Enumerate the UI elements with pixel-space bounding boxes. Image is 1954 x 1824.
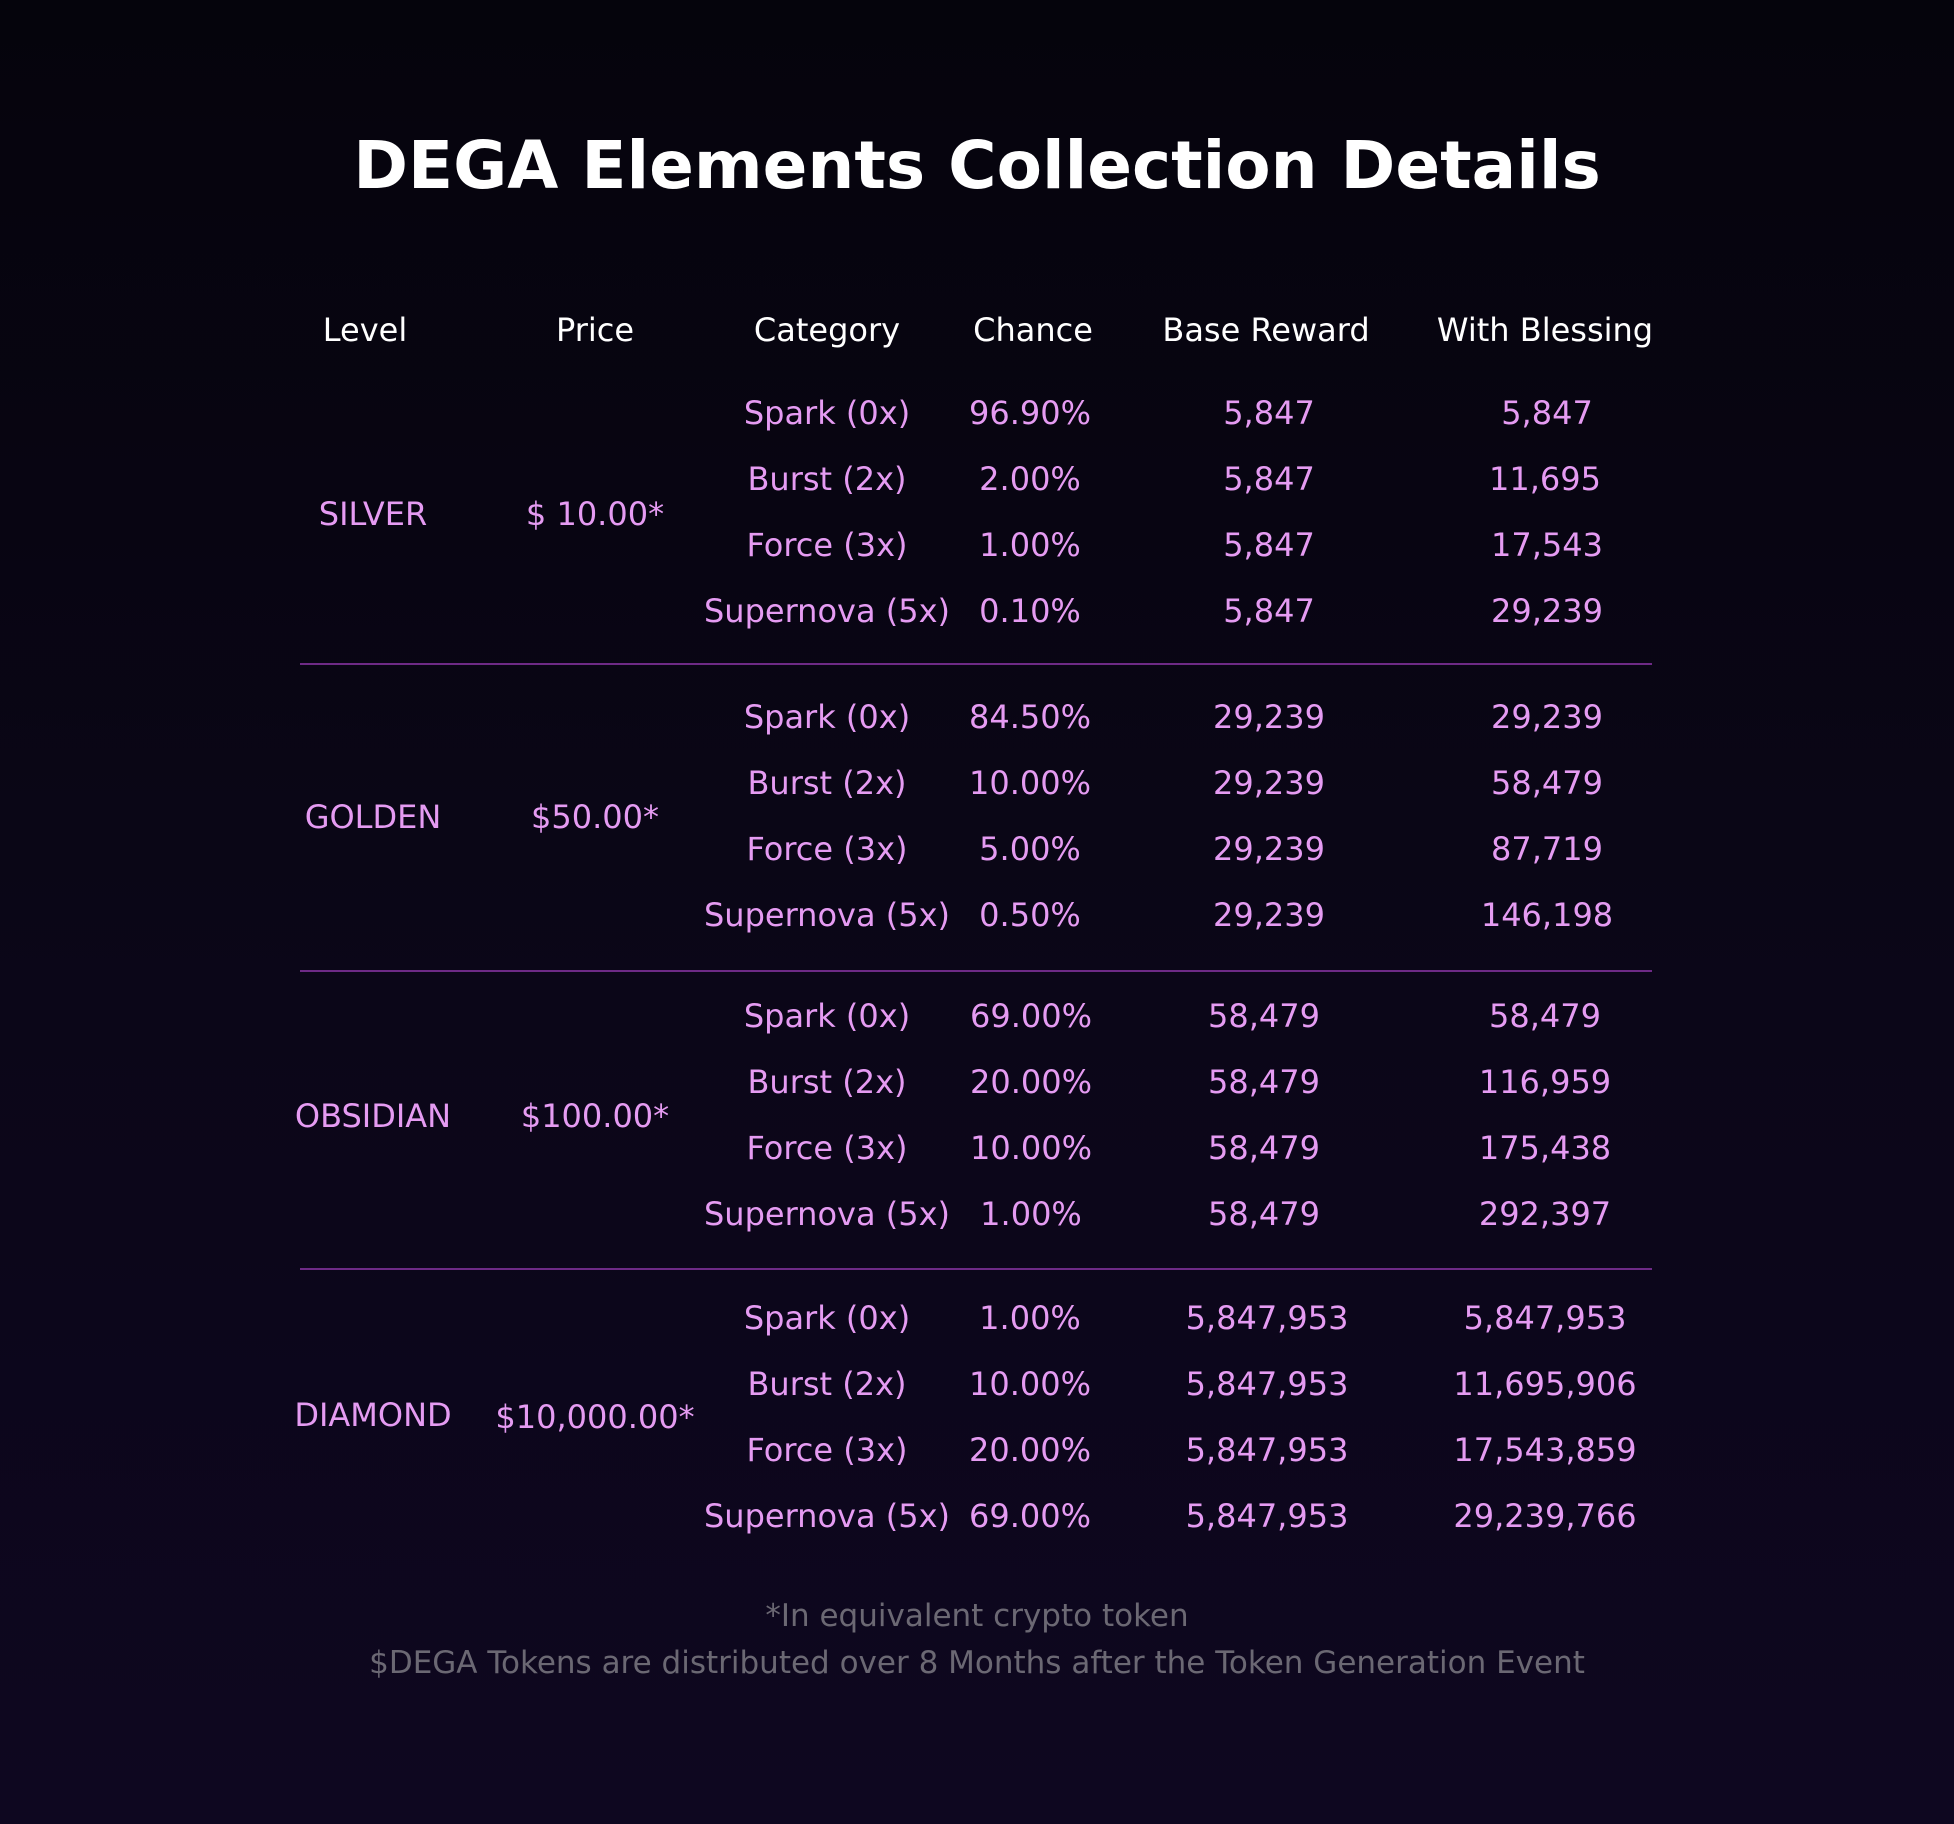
blessing-reward-cell: 58,479 xyxy=(1491,764,1603,802)
level-name: GOLDEN xyxy=(304,798,442,836)
category-cell: Force (3x) xyxy=(746,830,908,868)
header-chance: Chance xyxy=(973,311,1093,349)
blessing-reward-cell: 175,438 xyxy=(1478,1129,1612,1167)
blessing-reward-cell: 5,847,953 xyxy=(1463,1299,1627,1337)
chance-cell: 1.00% xyxy=(979,526,1081,564)
base-reward-cell: 5,847 xyxy=(1223,460,1315,498)
base-reward-cell: 5,847,953 xyxy=(1185,1299,1349,1337)
group-divider xyxy=(300,970,1652,972)
base-reward-cell: 29,239 xyxy=(1213,764,1325,802)
chance-cell: 5.00% xyxy=(979,830,1081,868)
chance-cell: 10.00% xyxy=(968,1365,1092,1403)
chance-cell: 20.00% xyxy=(968,1431,1092,1469)
blessing-reward-cell: 292,397 xyxy=(1478,1195,1612,1233)
level-price: $50.00* xyxy=(531,798,659,836)
chance-cell: 2.00% xyxy=(979,460,1081,498)
chance-cell: 84.50% xyxy=(968,698,1092,736)
chance-cell: 69.00% xyxy=(968,1497,1092,1535)
chance-cell: 10.00% xyxy=(969,1129,1093,1167)
base-reward-cell: 58,479 xyxy=(1208,997,1320,1035)
category-cell: Spark (0x) xyxy=(743,1299,911,1337)
category-cell: Force (3x) xyxy=(746,526,908,564)
category-cell: Supernova (5x) xyxy=(703,896,951,934)
base-reward-cell: 5,847,953 xyxy=(1185,1431,1349,1469)
blessing-reward-cell: 17,543 xyxy=(1491,526,1603,564)
category-cell: Spark (0x) xyxy=(743,698,911,736)
base-reward-cell: 58,479 xyxy=(1208,1129,1320,1167)
category-cell: Spark (0x) xyxy=(743,997,911,1035)
level-name: DIAMOND xyxy=(294,1396,452,1434)
base-reward-cell: 58,479 xyxy=(1208,1195,1320,1233)
level-price: $ 10.00* xyxy=(525,495,665,533)
header-level: Level xyxy=(322,311,408,349)
chance-cell: 10.00% xyxy=(968,764,1092,802)
category-cell: Supernova (5x) xyxy=(703,1497,951,1535)
level-name: SILVER xyxy=(318,495,428,533)
category-cell: Burst (2x) xyxy=(747,764,907,802)
header-base-reward: Base Reward xyxy=(1162,311,1370,349)
blessing-reward-cell: 29,239 xyxy=(1491,698,1603,736)
blessing-reward-cell: 5,847 xyxy=(1501,394,1593,432)
chance-cell: 0.10% xyxy=(979,592,1081,630)
base-reward-cell: 5,847 xyxy=(1223,592,1315,630)
blessing-reward-cell: 11,695 xyxy=(1489,460,1601,498)
base-reward-cell: 29,239 xyxy=(1213,830,1325,868)
category-cell: Burst (2x) xyxy=(747,460,907,498)
footnote-distribution: $DEGA Tokens are distributed over 8 Mont… xyxy=(369,1645,1585,1681)
base-reward-cell: 5,847,953 xyxy=(1185,1365,1349,1403)
base-reward-cell: 29,239 xyxy=(1213,896,1325,934)
blessing-reward-cell: 17,543,859 xyxy=(1453,1431,1637,1469)
blessing-reward-cell: 116,959 xyxy=(1478,1063,1612,1101)
category-cell: Force (3x) xyxy=(746,1129,908,1167)
level-name: OBSIDIAN xyxy=(294,1097,452,1135)
category-cell: Supernova (5x) xyxy=(703,592,951,630)
category-cell: Burst (2x) xyxy=(747,1365,907,1403)
category-cell: Burst (2x) xyxy=(747,1063,907,1101)
category-cell: Force (3x) xyxy=(746,1431,908,1469)
chance-cell: 0.50% xyxy=(979,896,1081,934)
category-cell: Spark (0x) xyxy=(743,394,911,432)
base-reward-cell: 29,239 xyxy=(1213,698,1325,736)
chance-cell: 20.00% xyxy=(969,1063,1093,1101)
base-reward-cell: 5,847 xyxy=(1223,394,1315,432)
blessing-reward-cell: 87,719 xyxy=(1491,830,1603,868)
header-price: Price xyxy=(555,311,635,349)
table-header: Level Price Category Chance Base Reward … xyxy=(0,0,1954,349)
level-price: $10,000.00* xyxy=(495,1398,695,1436)
base-reward-cell: 5,847,953 xyxy=(1185,1497,1349,1535)
blessing-reward-cell: 29,239 xyxy=(1491,592,1603,630)
chance-cell: 96.90% xyxy=(968,394,1092,432)
base-reward-cell: 58,479 xyxy=(1208,1063,1320,1101)
footnote-price: *In equivalent crypto token xyxy=(765,1598,1189,1634)
blessing-reward-cell: 58,479 xyxy=(1489,997,1601,1035)
chance-cell: 1.00% xyxy=(980,1195,1082,1233)
chance-cell: 69.00% xyxy=(969,997,1093,1035)
blessing-reward-cell: 11,695,906 xyxy=(1453,1365,1637,1403)
chance-cell: 1.00% xyxy=(979,1299,1081,1337)
level-price: $100.00* xyxy=(520,1097,670,1135)
blessing-reward-cell: 146,198 xyxy=(1480,896,1614,934)
base-reward-cell: 5,847 xyxy=(1223,526,1315,564)
blessing-reward-cell: 29,239,766 xyxy=(1453,1497,1637,1535)
header-with-blessing: With Blessing xyxy=(1436,311,1654,349)
page-title: DEGA Elements Collection Details xyxy=(353,127,1601,204)
group-divider xyxy=(300,663,1652,665)
category-cell: Supernova (5x) xyxy=(703,1195,951,1233)
header-category: Category xyxy=(753,311,901,349)
group-divider xyxy=(300,1268,1652,1270)
